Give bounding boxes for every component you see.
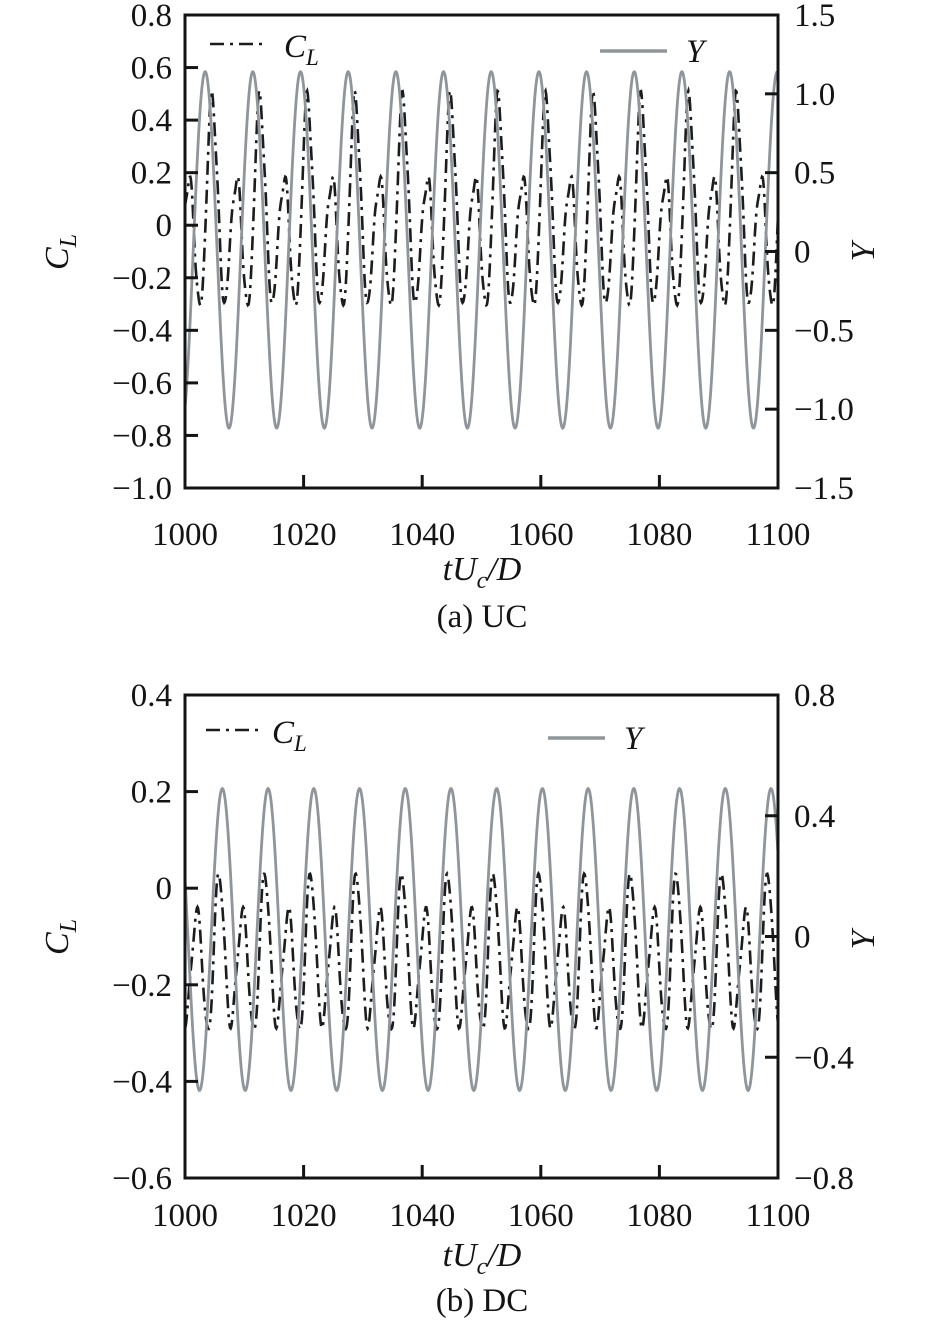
right-tick-label: 0.4 — [794, 799, 835, 835]
panel-b-legend-y: Y — [548, 721, 646, 757]
x-tick-label: 1080 — [626, 1198, 692, 1234]
right-tick-label: −1.5 — [794, 471, 854, 507]
right-tick-label: 1.5 — [794, 0, 835, 34]
left-tick-label: 0 — [156, 208, 173, 244]
panel-a-plot-area: 1000 1020 1040 1060 1080 1100 0.8 0.6 0.4 0.2 0 −0.… — [112, 0, 854, 553]
y-legend-label: Y — [686, 34, 708, 70]
panel-a-right-axis-label: Y — [845, 239, 882, 261]
right-tick-label: −0.8 — [794, 1161, 854, 1197]
left-tick-label: −0.6 — [112, 1161, 172, 1197]
x-tick-label: 1040 — [389, 1198, 455, 1234]
panel-b-caption: (b) DC — [436, 1283, 529, 1319]
left-tick-label: 0.6 — [131, 51, 172, 87]
x-tick-label: 1000 — [152, 1198, 218, 1234]
panel-a-left-axis-label: CL — [39, 234, 82, 270]
x-tick-label: 1060 — [508, 517, 574, 553]
left-tick-label: 0.4 — [131, 103, 172, 139]
panel-b-legend-cl: CL — [206, 715, 307, 756]
panel-b-plot-area: 1000 1020 1040 1060 1080 1100 0.4 0.2 0 −0.2 −0.4 −… — [112, 678, 854, 1234]
right-tick-label: 0.8 — [794, 678, 835, 714]
left-tick-label: −0.2 — [112, 968, 172, 1004]
panel-b-x-axis-label: tUc/D — [443, 1237, 522, 1280]
right-tick-label: 0 — [794, 235, 811, 271]
right-tick-label: −0.5 — [794, 313, 854, 349]
panel-b-labels: CL Y tUc/D (b) DC CL Y — [39, 715, 882, 1319]
cl-legend-label: CL — [272, 715, 307, 756]
left-tick-label: 0.2 — [131, 156, 172, 192]
left-tick-label: −0.8 — [112, 418, 172, 454]
panel-a-x-axis-label: tUc/D — [443, 551, 522, 594]
panel-a-labels: CL Y tUc/D (a) UC CL Y — [39, 29, 882, 635]
x-tick-label: 1060 — [508, 1198, 574, 1234]
left-tick-label: −0.2 — [112, 261, 172, 297]
series-line-y — [183, 69, 780, 431]
y-legend-label: Y — [624, 721, 646, 757]
left-tick-label: −0.4 — [112, 313, 172, 349]
plot-frame — [183, 693, 780, 1180]
right-tick-label: −0.4 — [794, 1040, 854, 1076]
right-tick-label: 0 — [794, 920, 811, 956]
cl-legend-label: CL — [284, 29, 319, 70]
panel-a-legend-cl: CL — [210, 29, 319, 70]
left-tick-label: −0.6 — [112, 366, 172, 402]
left-tick-label: −0.4 — [112, 1064, 172, 1100]
x-tick-label: 1020 — [271, 1198, 337, 1234]
right-tick-label: 0.5 — [794, 156, 835, 192]
right-tick-label: 1.0 — [794, 77, 835, 113]
left-tick-label: 0.8 — [131, 0, 172, 34]
x-tick-label: 1000 — [152, 517, 218, 553]
series-line-y — [183, 786, 780, 1093]
panel-a-caption: (a) UC — [437, 599, 528, 635]
panel-b-left-axis-label: CL — [39, 919, 82, 955]
left-tick-label: 0.4 — [131, 678, 172, 714]
panel-a-legend-y: Y — [600, 34, 708, 70]
x-tick-label: 1040 — [389, 517, 455, 553]
panel-b-right-axis-label: Y — [845, 927, 882, 949]
left-tick-label: 0 — [156, 871, 173, 907]
x-tick-label: 1100 — [746, 517, 811, 553]
x-tick-label: 1080 — [626, 517, 692, 553]
left-tick-label: −1.0 — [112, 471, 172, 507]
x-tick-label: 1020 — [271, 517, 337, 553]
right-tick-label: −1.0 — [794, 392, 854, 428]
x-tick-label: 1100 — [746, 1198, 811, 1234]
left-tick-label: 0.2 — [131, 775, 172, 811]
